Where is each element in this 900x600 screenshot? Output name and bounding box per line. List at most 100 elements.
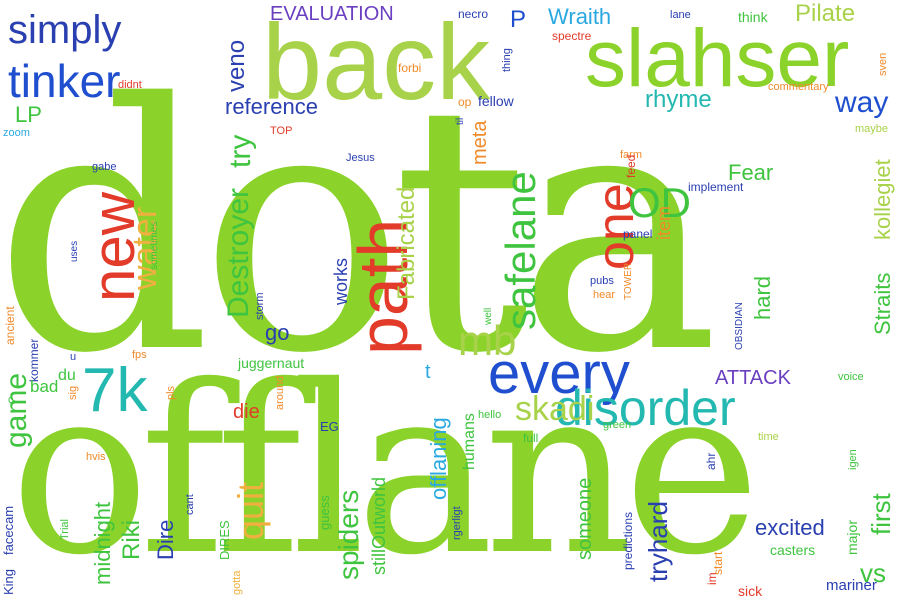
cloud-word: time [758, 431, 779, 443]
cloud-word: u [70, 351, 77, 363]
cloud-word: pls [165, 385, 177, 400]
cloud-word: King [1, 568, 16, 595]
cloud-word: TOWER [623, 262, 634, 300]
cloud-word: forbi [398, 61, 422, 75]
cloud-word: c [8, 394, 14, 406]
cloud-word: humans [461, 413, 478, 470]
cloud-word: offlane [10, 336, 761, 600]
cloud-word: back [262, 1, 491, 122]
cloud-word: spiders [333, 489, 364, 580]
cloud-word: someone [574, 477, 596, 560]
cloud-word: commentary [768, 81, 829, 93]
cloud-word: t [425, 361, 431, 383]
cloud-word: well [483, 307, 494, 325]
cloud-word: storm [254, 292, 266, 321]
cloud-word: Riki [118, 520, 145, 560]
cloud-word: ahr [704, 452, 718, 470]
cloud-word: game [0, 372, 33, 448]
cloud-word: maybe [855, 123, 889, 135]
cloud-word: DIRES [217, 520, 232, 560]
cloud-word: sick [738, 583, 763, 599]
cloud-word: every [488, 341, 630, 406]
cloud-word: meta [469, 120, 491, 165]
cloud-word: guess [317, 495, 332, 530]
cloud-word: til [455, 117, 466, 125]
cloud-word: quit [230, 481, 271, 540]
cloud-word: facecam [1, 505, 16, 555]
cloud-word: lane [670, 9, 691, 21]
cloud-word: im [705, 572, 719, 585]
cloud-word: uses [69, 240, 80, 262]
cloud-word: juggernaut [238, 355, 305, 371]
cloud-word: skadi [515, 390, 595, 428]
cloud-word: Trial [59, 519, 71, 540]
cloud-word: go [265, 320, 290, 345]
cloud-word: spectre [552, 29, 592, 43]
cloud-word: op [458, 95, 472, 109]
cloud-word: ATTACK [715, 367, 791, 389]
cloud-word: panel [623, 227, 653, 241]
cloud-word: du [58, 367, 76, 384]
cloud-word: veno [223, 39, 250, 92]
cloud-word: kommer [27, 338, 41, 382]
cloud-word: mb [458, 317, 517, 364]
cloud-word: works [331, 257, 351, 305]
cloud-word: think [738, 9, 768, 25]
cloud-word: mariner [826, 577, 877, 594]
cloud-word: TOP [270, 125, 293, 137]
cloud-word: Dire [153, 519, 178, 560]
cloud-word: dota [0, 32, 720, 428]
cloud-word: sometimes [149, 221, 160, 270]
cloud-word: fellow [478, 93, 514, 109]
cloud-word: die [233, 401, 260, 423]
cloud-word: fps [132, 349, 147, 361]
cloud-word: voice [838, 371, 864, 383]
cloud-word: thing [501, 48, 513, 72]
cloud-word: sven [877, 52, 889, 76]
cloud-word: P [510, 6, 527, 33]
cloud-word: Fear [728, 160, 774, 185]
cloud-word: zoom [3, 127, 30, 139]
cloud-word: excited [755, 515, 825, 540]
cloud-word: green [603, 419, 632, 431]
cloud-word: bad [30, 377, 59, 396]
cloud-word: ancient [3, 306, 17, 345]
cloud-word: slahser [585, 13, 850, 104]
cloud-word: way [835, 86, 889, 119]
cloud-word: OBSIDIAN [734, 302, 745, 350]
cloud-word: try [224, 134, 257, 168]
cloud-word: hard [750, 275, 775, 320]
cloud-word: first [866, 493, 896, 535]
cloud-word: item [654, 205, 674, 240]
cloud-word: hvis [86, 451, 106, 463]
cloud-word: tryhard [643, 501, 673, 582]
cloud-word: kollegiet [870, 159, 895, 240]
cloud-word: reference [225, 94, 318, 119]
cloud-word: simply [8, 8, 122, 52]
cloud-word: stillOutworld [369, 476, 389, 575]
cloud-word: casters [770, 542, 816, 558]
cloud-word: necro [458, 7, 489, 21]
cloud-word: gabe [92, 161, 117, 173]
cloud-word: Pilate [795, 0, 856, 27]
cloud-word: rhyme [645, 86, 712, 113]
cloud-word: farm [620, 149, 642, 161]
cloud-word: Destroyer [222, 187, 255, 318]
cloud-word: EVALUATION [270, 3, 394, 25]
cloud-word: 7k [82, 356, 148, 425]
cloud-word: LP [15, 102, 42, 127]
cloud-word: major [844, 519, 860, 555]
cloud-word: vs [860, 558, 886, 588]
cloud-word: Wraith [548, 4, 612, 29]
cloud-word: rgerligt [451, 506, 463, 540]
cloud-word: gotta [231, 570, 243, 595]
cloud-word: feed [624, 154, 638, 178]
cloud-word: disorder [555, 380, 736, 436]
cloud-word: hello [478, 409, 502, 421]
cloud-word: Jesus [346, 152, 375, 164]
cloud-word: full [523, 431, 539, 445]
cloud-word: OD [628, 179, 691, 226]
cloud-word: hear [593, 289, 616, 301]
cloud-word: Straits [870, 272, 895, 335]
